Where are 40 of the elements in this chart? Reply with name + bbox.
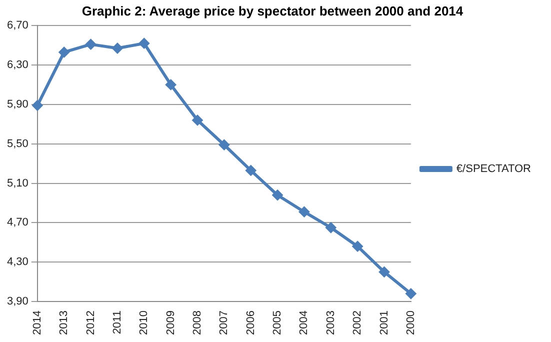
point (272, 190, 284, 201)
y-tick-label: 3,90 (6, 296, 28, 308)
legend-label: €/SPECTATOR (456, 163, 532, 176)
x-tick-label: 2012 (84, 310, 97, 336)
x-tick-label: 2005 (272, 310, 284, 336)
chart-title: Graphic 2: Average price by spectator between 2000 and 2014 (82, 3, 464, 18)
point (378, 266, 390, 278)
point (298, 206, 310, 218)
point (245, 164, 256, 176)
x-tick-label: 2002 (352, 310, 364, 336)
y-tick-label: 6,70 (6, 20, 28, 32)
y-tick-label: 5,10 (6, 177, 28, 190)
y-tick-label: 6,30 (6, 59, 28, 72)
x-tick-label: 2010 (138, 310, 150, 336)
x-tick-label: 2004 (298, 310, 310, 336)
point (352, 240, 364, 252)
point (32, 100, 43, 111)
x-tick-label: 2003 (324, 310, 337, 336)
x-tick-label: 2014 (31, 310, 44, 336)
y-tick-label: 4,30 (6, 256, 28, 268)
x-tick-label: 2001 (378, 310, 390, 336)
x-tick-label: 2009 (164, 310, 177, 336)
point (165, 79, 176, 90)
y-tick-label: 5,50 (6, 138, 28, 150)
x-tick-label: 2013 (58, 310, 70, 336)
point (325, 222, 336, 234)
point (192, 114, 203, 126)
point (138, 38, 150, 49)
x-tick-label: 2008 (192, 310, 204, 336)
y-tick-label: 4,70 (6, 216, 28, 229)
x-tick-label: 2006 (244, 310, 257, 336)
x-tick-label: 2007 (218, 310, 230, 336)
point (218, 139, 230, 150)
point (112, 42, 123, 54)
y-tick-label: 5,90 (6, 98, 28, 110)
x-tick-label: 2000 (404, 310, 417, 336)
point (405, 288, 416, 300)
point (58, 46, 70, 58)
point (85, 38, 96, 50)
x-tick-label: 2011 (111, 310, 124, 334)
